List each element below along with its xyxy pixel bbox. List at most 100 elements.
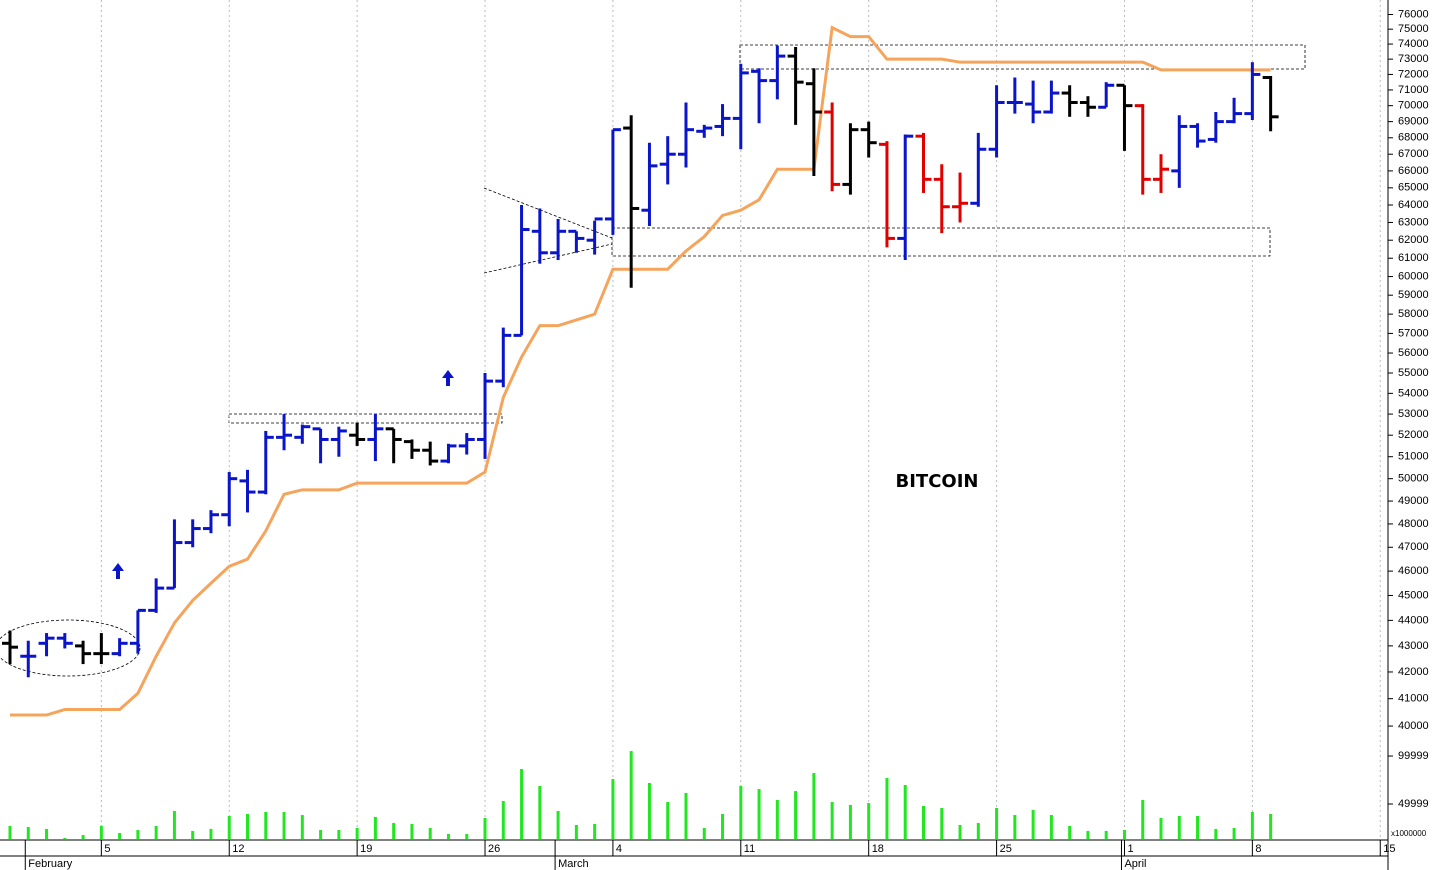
y-tick-label: 59000 [1398, 289, 1429, 301]
arrow-up [112, 563, 124, 579]
y-tick-label: 73000 [1398, 53, 1429, 65]
volume-bar [81, 834, 85, 839]
volume-bar [282, 811, 286, 839]
y-tick-label: 49000 [1398, 495, 1429, 507]
volume-bar [1214, 828, 1218, 839]
volume-bar [1031, 809, 1035, 839]
volume-bar [319, 829, 323, 839]
y-tick-label: 50000 [1398, 473, 1429, 485]
volume-bar [410, 823, 414, 839]
x-tick-label: 26 [488, 843, 500, 855]
range-box [739, 44, 1306, 70]
y-tick-label: 48000 [1398, 518, 1429, 530]
y-tick-label: 69000 [1398, 116, 1429, 128]
volume-bar [629, 751, 633, 839]
x-tick-label: 25 [1000, 843, 1012, 855]
y-tick-label: 41000 [1398, 693, 1429, 705]
volume-bar [739, 785, 743, 839]
y-tick-label: 60000 [1398, 270, 1429, 282]
y-tick-label: 62000 [1398, 234, 1429, 246]
volume-bar [1013, 815, 1017, 839]
volume-unit: x1000000 [1391, 829, 1427, 838]
x-tick-label: 19 [360, 843, 372, 855]
volume-bar [300, 815, 304, 839]
month-label: March [558, 858, 589, 870]
y-tick-label: 66000 [1398, 165, 1429, 177]
y-tick-label: 47000 [1398, 541, 1429, 553]
volume-bar [922, 806, 925, 839]
y-tick-label: 70000 [1398, 100, 1429, 112]
volume-bar [392, 822, 396, 839]
x-tick-label: 11 [744, 843, 755, 855]
volume-bar [794, 791, 798, 839]
range-box [228, 413, 503, 424]
volume-bar [337, 829, 341, 839]
volume-bar [246, 813, 250, 839]
volume-bar [1141, 799, 1145, 839]
y-tick-label: 55000 [1398, 367, 1429, 379]
volume-bar [940, 808, 944, 839]
volume-bar [264, 811, 268, 839]
volume-bar [721, 813, 725, 839]
volume-bar [1068, 825, 1072, 839]
y-tick-label: 74000 [1398, 38, 1429, 50]
y-tick-label: 54000 [1398, 387, 1429, 399]
chart-title: BITCOIN [896, 471, 979, 492]
volume-bar [958, 824, 962, 839]
volume-bar [574, 824, 578, 839]
volume-bar [1159, 817, 1163, 839]
x-tick-label: 5 [104, 843, 110, 855]
y-tick-label: 71000 [1398, 84, 1429, 96]
volume-bar [885, 777, 889, 839]
y-tick-label: 52000 [1398, 429, 1429, 441]
volume-bar [830, 801, 834, 839]
volume-bar [995, 808, 999, 839]
triangle-line [483, 243, 613, 274]
x-tick-label: 4 [616, 843, 622, 855]
volume-bar [1086, 830, 1090, 839]
x-tick-label: 15 [1383, 843, 1395, 855]
volume-bar [1232, 827, 1236, 839]
volume-bar [520, 768, 524, 839]
consolidation-ellipse [0, 619, 141, 677]
month-label: February [28, 858, 73, 870]
y-tick-label: 57000 [1398, 327, 1429, 339]
volume-bar [775, 799, 779, 839]
volume-bar [118, 832, 122, 839]
volume-bar [45, 828, 49, 839]
volume-bar [903, 784, 907, 839]
y-tick-label: 40000 [1398, 720, 1429, 732]
volume-bar [1196, 815, 1200, 839]
volume-bar [812, 773, 816, 839]
volume-bar [227, 815, 231, 839]
x-tick-label: 12 [232, 843, 244, 855]
volume-bar [556, 810, 560, 839]
volume-bar [501, 801, 505, 839]
volume-bar [1250, 811, 1254, 839]
y-tick-label: 76000 [1398, 8, 1429, 20]
y-tick-label: 45000 [1398, 589, 1429, 601]
volume-bar [191, 830, 195, 839]
y-tick-label: 68000 [1398, 132, 1429, 144]
y-tick-label: 65000 [1398, 182, 1429, 194]
range-box [611, 227, 1271, 257]
y-tick-label: 58000 [1398, 308, 1429, 320]
volume-bar [355, 827, 359, 839]
volume-bar [428, 827, 432, 839]
y-tick-label: 42000 [1398, 666, 1429, 678]
y-tick-label: 72000 [1398, 68, 1429, 80]
volume-bar [1122, 829, 1126, 839]
y-tick-label: 44000 [1398, 614, 1429, 626]
volume-bar [684, 792, 688, 839]
volume-bar [848, 804, 852, 839]
volume-bar [483, 817, 487, 839]
volume-bar [702, 827, 706, 839]
volume-bar [209, 828, 213, 839]
y-tick-label: 67000 [1398, 148, 1429, 160]
y-tick-label: 46000 [1398, 565, 1429, 577]
triangle-line [483, 187, 613, 239]
month-label: April [1124, 858, 1146, 870]
x-tick-label: 8 [1255, 843, 1261, 855]
